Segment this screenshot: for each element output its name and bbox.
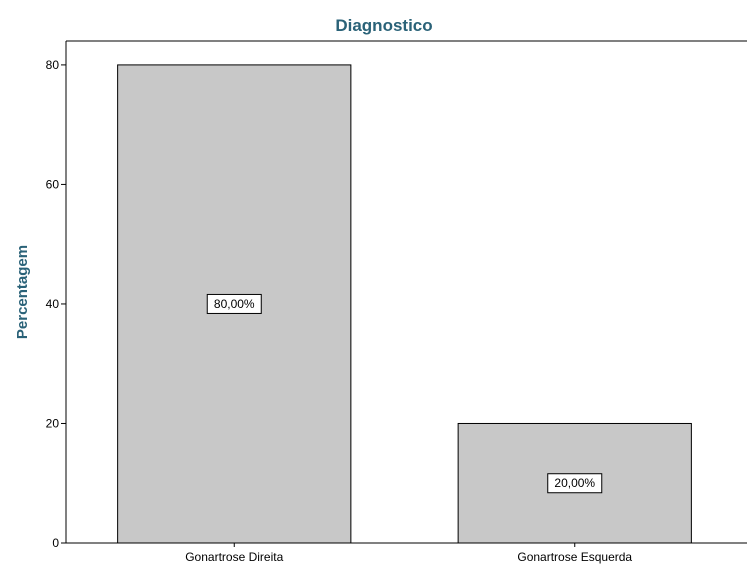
data-label-2: 20,00% <box>547 473 603 494</box>
data-label-text: 80,00% <box>214 297 255 311</box>
y-tick-label: 80 <box>46 58 60 72</box>
x-tick-label: Gonartrose Esquerda <box>517 550 632 564</box>
y-tick-label: 40 <box>46 297 60 311</box>
x-tick-label: Gonartrose Direita <box>185 550 283 564</box>
y-tick-label: 20 <box>46 416 60 430</box>
data-label-text: 20,00% <box>554 476 595 490</box>
y-tick-label: 0 <box>52 536 59 550</box>
x-axis-category-labels: Gonartrose Direita Gonartrose Esquerda <box>185 543 632 564</box>
data-label-box <box>206 293 262 314</box>
y-tick-label: 60 <box>46 177 60 191</box>
y-axis-label: Percentagem <box>14 245 31 339</box>
data-labels: 80,00% 20,00% <box>206 293 603 494</box>
y-axis-ticks: 0 20 40 60 80 <box>46 58 66 550</box>
bars <box>117 64 692 544</box>
chart-title: Diagnostico <box>335 16 432 35</box>
data-label-box <box>547 473 603 494</box>
data-label-1: 80,00% <box>206 293 262 314</box>
